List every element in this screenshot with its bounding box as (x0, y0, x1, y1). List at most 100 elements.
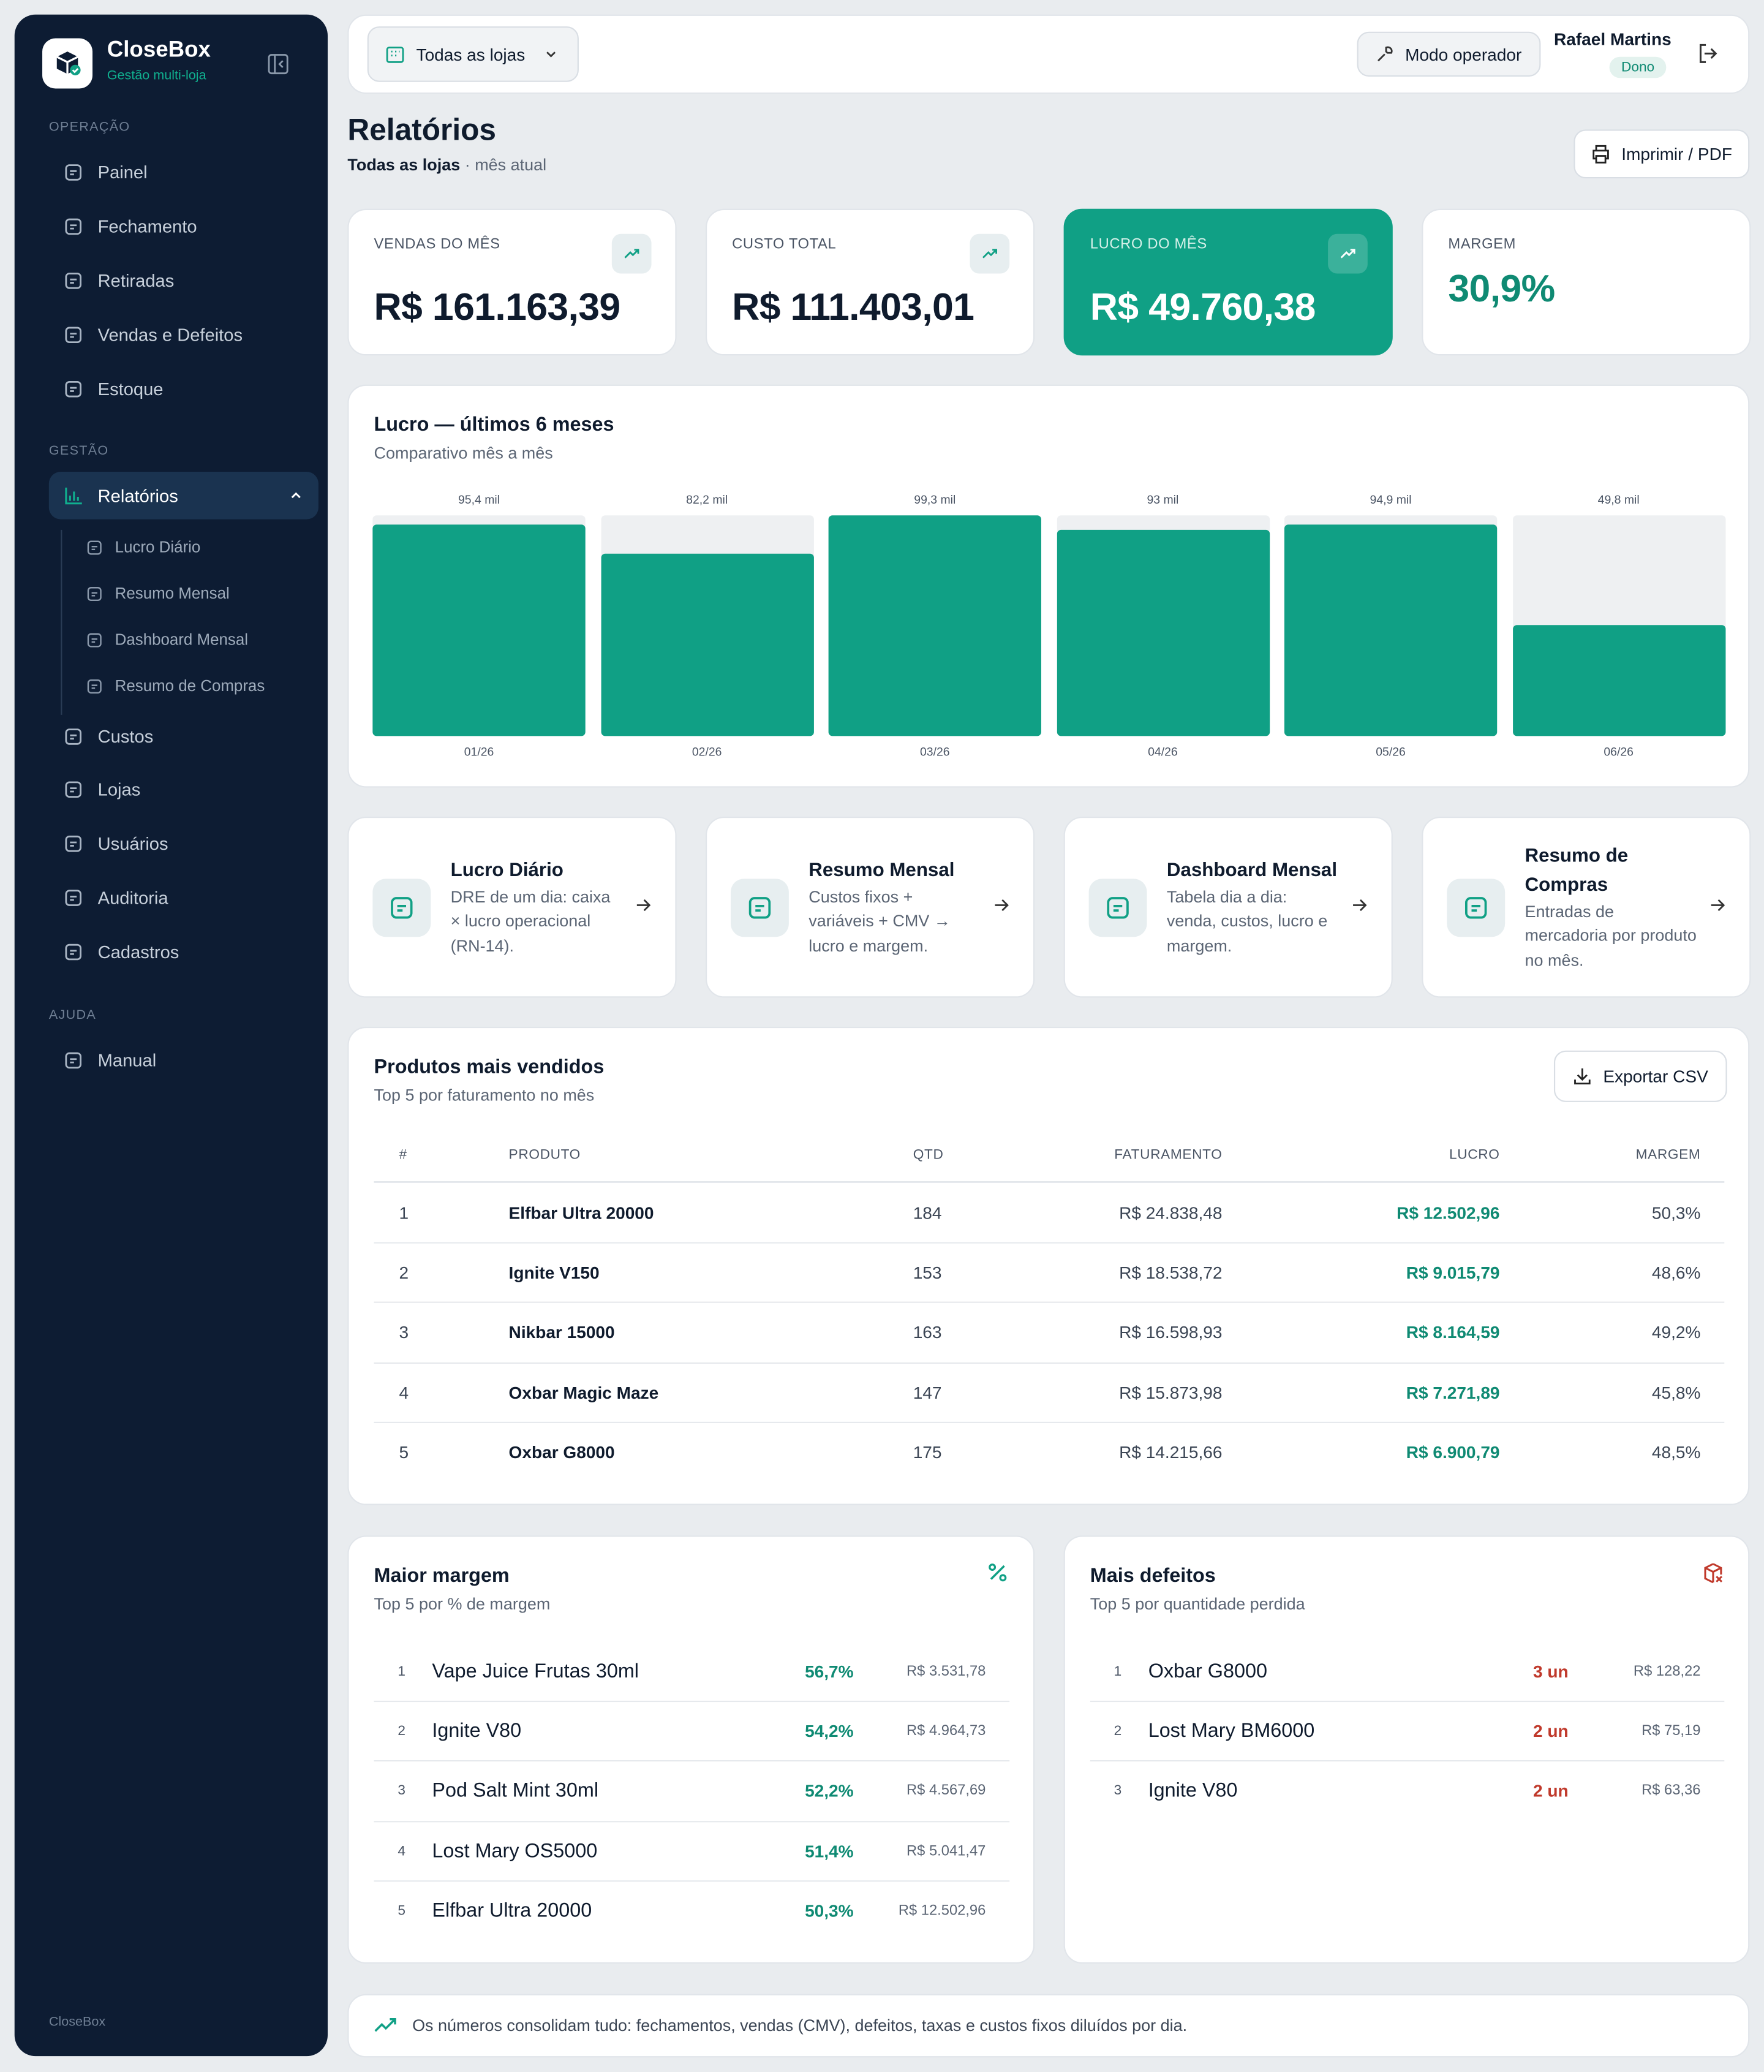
user-name: Rafael Martins (1553, 29, 1672, 49)
shortcut-card[interactable]: Lucro Diário DRE de um dia: caixa × lucro… (347, 816, 677, 998)
section-title: AJUDA (48, 1008, 97, 1023)
column-header: FATURAMENTO (1114, 1146, 1223, 1162)
x-tick-label: 02/26 (692, 745, 722, 759)
shortcut-title: Lucro Diário (450, 860, 564, 882)
list-row: 1 Oxbar G8000 3 un R$ 128,22 (1090, 1641, 1725, 1703)
list-cell: R$ 75,19 (1642, 1723, 1701, 1739)
submenu-item[interactable]: Dashboard Mensal (86, 626, 248, 652)
list-cell: Ignite V80 (1148, 1779, 1238, 1802)
shortcut-card[interactable]: Resumo de Compras Entradas de mercadoria … (1422, 816, 1751, 998)
bar-value-label: 49,8 mil (1597, 493, 1640, 507)
shortcut-arrow (636, 895, 652, 919)
export-button[interactable]: Exportar CSV (1553, 1050, 1727, 1102)
submenu-item[interactable]: Lucro Diário (86, 534, 200, 560)
table-cell: 184 (913, 1202, 942, 1223)
submenu-item[interactable]: Resumo Mensal (86, 580, 230, 607)
table-cell: Elfbar Ultra 20000 (508, 1202, 654, 1223)
shortcut-title: Resumo de Compras (1525, 845, 1629, 896)
shortcut-card[interactable]: Dashboard Mensal Tabela dia a dia: venda,… (1063, 816, 1393, 998)
bar-value-label: 95,4 mil (458, 493, 500, 507)
list-row: 3 Ignite V80 2 un R$ 63,36 (1090, 1761, 1725, 1821)
bar (372, 524, 586, 736)
store-select-label: Todas as lojas (416, 44, 526, 64)
table-row: 3 Nikbar 15000 163 R$ 16.598,93 R$ 8.164,59 4… (374, 1303, 1725, 1364)
table-cell: 48,6% (1651, 1262, 1701, 1283)
column-header: MARGEM (1635, 1146, 1701, 1162)
shortcut-description: Entradas de mercadoria por produto no mê… (1525, 902, 1697, 970)
table-row: 2 Ignite V150 153 R$ 18.538,72 R$ 9.015,79 48… (374, 1242, 1725, 1304)
nav-item[interactable]: Custos (49, 713, 318, 760)
nav-label: Cadastros (97, 942, 179, 962)
topbar: Todas as lojas Modo operador Rafael Mart… (347, 14, 1750, 94)
footer-note-text: Os números consolidam tudo: fechamentos,… (412, 2016, 1188, 2035)
nav-item[interactable]: Estoque (49, 365, 318, 412)
defect-icon (1704, 1563, 1723, 1584)
shortcut-description: DRE de um dia: caixa × lucro operacional… (450, 887, 611, 955)
nav-item[interactable]: Vendas e Defeitos (49, 311, 318, 358)
bar (1056, 529, 1270, 736)
submenu-label: Dashboard Mensal (115, 630, 248, 649)
list-cell: Ignite V80 (432, 1719, 522, 1742)
kpi-icon (611, 233, 652, 274)
table-cell: R$ 24.838,48 (1119, 1202, 1223, 1223)
shortcut-icon (1447, 878, 1506, 937)
list-cell: 3 (398, 1783, 405, 1799)
table-cell: 48,5% (1651, 1442, 1701, 1462)
nav-label: Auditoria (97, 888, 168, 908)
table-cell: Ignite V150 (508, 1262, 600, 1283)
table-cell: 49,2% (1651, 1322, 1701, 1342)
shortcut-card[interactable]: Resumo Mensal Custos fixos + variáveis + … (705, 816, 1035, 998)
table-cell: R$ 16.598,93 (1119, 1322, 1223, 1342)
list-cell: R$ 12.502,96 (898, 1903, 986, 1919)
nav-item[interactable]: Retiradas (49, 256, 318, 304)
nav-item[interactable]: Lojas (49, 766, 318, 814)
list-cell: R$ 3.531,78 (907, 1663, 986, 1679)
submenu-line (61, 529, 62, 715)
table-cell: R$ 14.215,66 (1119, 1442, 1223, 1462)
nav-item[interactable]: Painel (49, 148, 318, 196)
logout-button[interactable] (1697, 42, 1719, 65)
footer-note: Os números consolidam tudo: fechamentos,… (347, 1994, 1750, 2058)
table-cell: R$ 9.015,79 (1406, 1262, 1500, 1283)
list-row: 3 Pod Salt Mint 30ml 52,2% R$ 4.567,69 (374, 1761, 1010, 1822)
nav-item-active[interactable]: Relatórios (48, 472, 318, 520)
table-cell: 4 (399, 1382, 409, 1402)
shortcut-text: Resumo Mensal Custos fixos + variáveis + … (809, 856, 980, 958)
brand-logo (42, 38, 93, 89)
x-tick-label: 05/26 (1376, 745, 1406, 759)
submenu-item[interactable]: Resumo de Compras (86, 673, 265, 699)
table-cell: R$ 8.164,59 (1406, 1322, 1500, 1342)
operator-button[interactable]: Modo operador (1357, 31, 1541, 77)
nav-item[interactable]: Cadastros (49, 928, 318, 976)
bar-value-label: 94,9 mil (1370, 493, 1412, 507)
nav-label: Relatórios (97, 485, 178, 506)
store-select[interactable]: Todas as lojas (367, 26, 579, 82)
bar (1512, 625, 1725, 736)
card-title: Mais defeitos (1090, 1564, 1216, 1587)
kpi-label: CUSTO TOTAL (732, 236, 837, 252)
nav-item[interactable]: Usuários (49, 820, 318, 868)
kpi-card: MARGEM 30,9% (1422, 208, 1751, 356)
table-cell: 3 (399, 1322, 409, 1342)
list-cell: Elfbar Ultra 20000 (432, 1899, 592, 1923)
x-tick-label: 04/26 (1148, 745, 1178, 759)
print-button[interactable]: Imprimir / PDF (1574, 129, 1750, 179)
sidebar-footer: CloseBox (48, 2015, 106, 2030)
nav-item[interactable]: Manual (49, 1036, 318, 1084)
shortcut-description: Custos fixos + variáveis + CMV → lucro e… (809, 887, 951, 955)
nav-label: Vendas e Defeitos (97, 324, 243, 344)
collapse-button[interactable] (267, 53, 290, 75)
shortcut-arrow (1352, 895, 1368, 919)
nav-label: Painel (97, 162, 148, 182)
list-cell: R$ 4.567,69 (907, 1783, 986, 1799)
list-row: 5 Elfbar Ultra 20000 50,3% R$ 12.502,96 (374, 1881, 1010, 1941)
kpi-icon (970, 233, 1010, 274)
nav-item[interactable]: Auditoria (49, 874, 318, 922)
list-cell: R$ 128,22 (1633, 1663, 1701, 1679)
page-context: Todas as lojas · mês atual (347, 156, 546, 175)
nav-item[interactable]: Fechamento (49, 202, 318, 250)
shortcut-arrow (1710, 895, 1726, 919)
